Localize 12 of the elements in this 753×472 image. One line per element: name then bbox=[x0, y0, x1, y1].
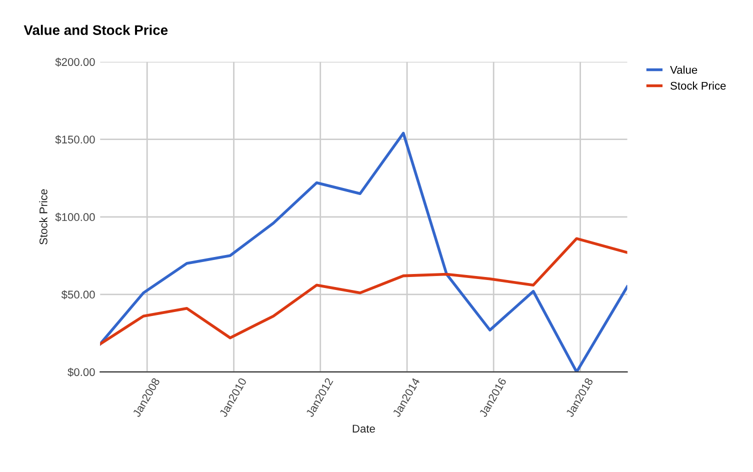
y-tick-label: $200.00 bbox=[55, 58, 95, 67]
y-tick-label: $0.00 bbox=[68, 368, 95, 377]
y-axis-title: Stock Price bbox=[39, 189, 48, 244]
line-series bbox=[100, 237, 628, 346]
x-axis-title: Date bbox=[352, 424, 375, 433]
y-tick-label: $100.00 bbox=[55, 212, 95, 222]
legend-label: Value bbox=[670, 66, 698, 74]
legend-label: Stock Price bbox=[670, 82, 726, 90]
line-series bbox=[100, 132, 628, 372]
y-tick-label: $150.00 bbox=[55, 135, 95, 144]
chart-title: Value and Stock Price bbox=[24, 24, 168, 36]
y-tick-label: $50.00 bbox=[61, 290, 95, 300]
